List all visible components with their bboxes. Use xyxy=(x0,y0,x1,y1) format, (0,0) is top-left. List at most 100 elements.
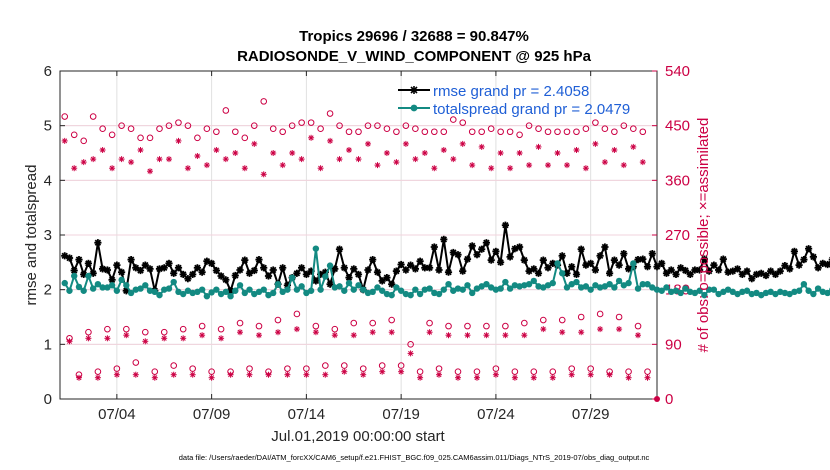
totalspread-point xyxy=(369,288,376,296)
totalspread-point xyxy=(743,287,751,294)
obs-assimilated-point xyxy=(440,147,447,153)
obs-possible-point xyxy=(137,134,144,142)
obs-possible-point xyxy=(146,134,154,142)
rmse-point xyxy=(335,245,344,253)
obs-possible-point xyxy=(558,316,566,324)
totalspread-point xyxy=(61,279,68,287)
rmse-point xyxy=(440,235,448,243)
rmse-point xyxy=(823,260,830,269)
obs-possible-point xyxy=(336,122,343,129)
obs-possible-point xyxy=(454,368,462,375)
rmse-point xyxy=(208,259,216,267)
rmse-point xyxy=(781,262,789,270)
rmse-point xyxy=(738,270,746,278)
rmse-point xyxy=(411,265,419,273)
obs-possible-point xyxy=(464,322,471,330)
obs-possible-point xyxy=(468,128,476,136)
obs-assimilated-point xyxy=(601,159,608,166)
axis-ticks: 07/04 07/09 07/14 07/19 07/24 07/29 0 1 2 3 4 5 6 0 90… xyxy=(44,63,690,423)
rmse-point xyxy=(264,272,273,280)
rmse-point xyxy=(231,271,239,280)
obs-assimilated-point xyxy=(76,374,82,381)
obs-assimilated-point xyxy=(445,332,452,339)
totalspread-point xyxy=(355,282,362,289)
rmse-point xyxy=(198,268,206,276)
rmse-point xyxy=(468,242,476,250)
rmse-point xyxy=(250,266,258,275)
rmse-point xyxy=(454,251,462,259)
obs-assimilated-point xyxy=(379,368,386,375)
obs-assimilated-point xyxy=(436,371,442,378)
obs-possible-point xyxy=(255,322,263,330)
totalspread-point xyxy=(639,281,646,288)
obs-assimilated-point xyxy=(85,335,92,342)
rmse-point xyxy=(260,264,268,272)
rmse-point xyxy=(544,264,552,272)
rmse-point xyxy=(814,264,822,272)
obs-possible-point xyxy=(288,122,296,129)
totalspread-point xyxy=(345,279,353,287)
rmse-point xyxy=(75,256,83,264)
obs-assimilated-point xyxy=(275,329,281,336)
obs-possible-point xyxy=(369,319,377,327)
rmse-point xyxy=(809,253,818,261)
obs-possible-point xyxy=(478,128,485,136)
obs-assimilated-point xyxy=(530,374,537,381)
obs-possible-point xyxy=(340,362,348,369)
totalspread-point xyxy=(113,287,121,294)
obs-possible-point xyxy=(331,325,339,333)
y-left-tick-label: 1 xyxy=(44,336,52,353)
rmse-point xyxy=(672,270,680,278)
totalspread-point xyxy=(108,282,116,289)
totalspread-point xyxy=(151,288,158,296)
totalspread-point xyxy=(208,289,215,296)
rmse-point xyxy=(539,256,547,264)
rmse-point xyxy=(241,256,249,264)
rmse-point xyxy=(804,245,813,253)
obs-possible-point xyxy=(203,125,211,133)
x-tick-label: 07/09 xyxy=(193,406,231,423)
rmse-point xyxy=(331,265,339,273)
obs-assimilated-point xyxy=(355,156,362,163)
obs-assimilated-point xyxy=(573,147,580,153)
obs-assimilated-point xyxy=(535,143,542,150)
obs-assimilated-point xyxy=(511,374,518,381)
rmse-point xyxy=(103,266,112,274)
obs-assimilated-point xyxy=(431,165,438,172)
obs-assimilated-point xyxy=(412,156,419,163)
obs-possible-point xyxy=(345,128,353,136)
obs-assimilated-point xyxy=(540,326,547,333)
rmse-point xyxy=(127,256,135,264)
totalspread-point xyxy=(222,288,230,296)
rmse-point xyxy=(236,266,244,274)
obs-assimilated-point xyxy=(118,156,125,163)
y-right-tick-label: 0 xyxy=(665,391,673,408)
obs-possible-point xyxy=(85,328,92,336)
rmse-point xyxy=(179,270,187,278)
obs-possible-point xyxy=(217,325,225,333)
totalspread-point xyxy=(497,285,504,292)
rmse-point xyxy=(222,276,230,284)
obs-possible-point xyxy=(132,359,140,366)
obs-possible-point xyxy=(421,128,429,136)
rmse-point xyxy=(752,270,761,278)
totalspread-point xyxy=(213,286,220,293)
y-right-tick-label: 450 xyxy=(665,118,690,135)
totalspread-point xyxy=(644,281,651,288)
rmse-point xyxy=(184,275,192,283)
obs-possible-point xyxy=(298,119,305,126)
totalspread-point xyxy=(426,285,433,292)
obs-assimilated-point xyxy=(270,150,277,156)
obs-assimilated-point xyxy=(644,374,651,381)
rmse-point xyxy=(506,253,514,261)
rmse-point xyxy=(487,256,495,264)
obs-assimilated-point xyxy=(293,326,300,333)
totalspread-point xyxy=(326,262,334,269)
rmse-point xyxy=(662,269,671,277)
obs-assimilated-point xyxy=(128,159,135,166)
rmse-point xyxy=(463,255,472,263)
obs-assimilated-point xyxy=(578,329,585,336)
data-file-footnote: data file: /Users/raeder/DAI/ATM_forcXX/… xyxy=(179,453,650,462)
obs-assimilated-point xyxy=(246,371,253,378)
rmse-point xyxy=(658,259,666,267)
